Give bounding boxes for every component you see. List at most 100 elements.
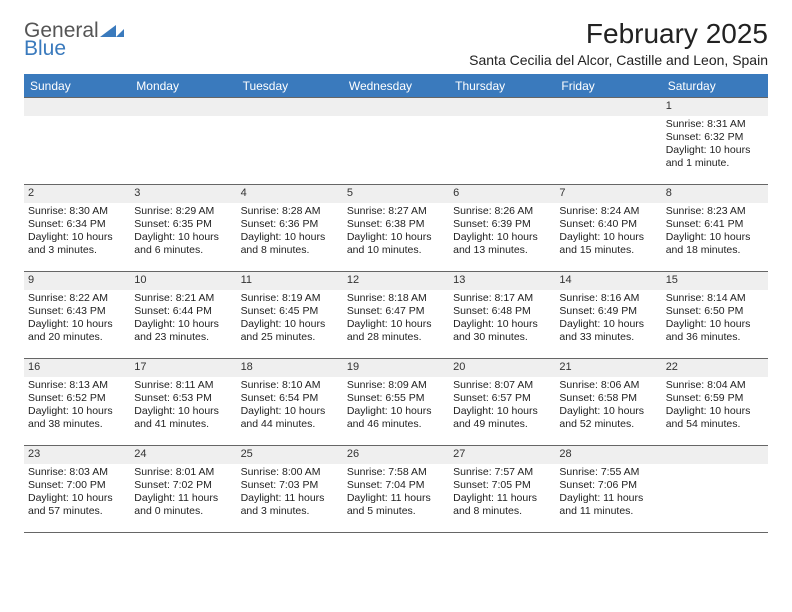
- day-details: Sunrise: 8:18 AM Sunset: 6:47 PM Dayligh…: [347, 292, 445, 345]
- day-number: 18: [237, 359, 343, 377]
- day-cell: 2 Sunrise: 8:30 AM Sunset: 6:34 PM Daylig…: [24, 185, 130, 271]
- day-details: Sunrise: 8:31 AM Sunset: 6:32 PM Dayligh…: [666, 118, 764, 171]
- day-number: 20: [449, 359, 555, 377]
- day-cell: 26 Sunrise: 7:58 AM Sunset: 7:04 PM Dayli…: [343, 446, 449, 532]
- day-number: 16: [24, 359, 130, 377]
- day-cell: [24, 98, 130, 184]
- day-details: Sunrise: 8:28 AM Sunset: 6:36 PM Dayligh…: [241, 205, 339, 258]
- day-details: Sunrise: 8:17 AM Sunset: 6:48 PM Dayligh…: [453, 292, 551, 345]
- logo: General Blue: [24, 18, 124, 59]
- day-details: Sunrise: 8:07 AM Sunset: 6:57 PM Dayligh…: [453, 379, 551, 432]
- day-details: Sunrise: 8:00 AM Sunset: 7:03 PM Dayligh…: [241, 466, 339, 519]
- day-number: [130, 98, 236, 116]
- day-number: 17: [130, 359, 236, 377]
- day-header: Thursday: [449, 75, 555, 97]
- day-number: 28: [555, 446, 661, 464]
- title-block: February 2025 Santa Cecilia del Alcor, C…: [469, 18, 768, 68]
- day-number: 11: [237, 272, 343, 290]
- day-cell: 19 Sunrise: 8:09 AM Sunset: 6:55 PM Dayli…: [343, 359, 449, 445]
- day-cell: 21Sunrise: 8:06 AM Sunset: 6:58 PM Dayli…: [555, 359, 661, 445]
- day-cell: [449, 98, 555, 184]
- day-number: [449, 98, 555, 116]
- day-number: [555, 98, 661, 116]
- day-number: 22: [662, 359, 768, 377]
- day-cell: [662, 446, 768, 532]
- day-cell: 28 Sunrise: 7:55 AM Sunset: 7:06 PM Dayli…: [555, 446, 661, 532]
- logo-triangle-icon: [100, 25, 116, 37]
- day-details: Sunrise: 7:57 AM Sunset: 7:05 PM Dayligh…: [453, 466, 551, 519]
- day-number: 25: [237, 446, 343, 464]
- day-number: 21: [555, 359, 661, 377]
- day-number: 19: [343, 359, 449, 377]
- day-number: 4: [237, 185, 343, 203]
- day-cell: 24Sunrise: 8:01 AM Sunset: 7:02 PM Dayli…: [130, 446, 236, 532]
- day-number: 27: [449, 446, 555, 464]
- day-details: Sunrise: 8:26 AM Sunset: 6:39 PM Dayligh…: [453, 205, 551, 258]
- week-row: 23Sunrise: 8:03 AM Sunset: 7:00 PM Dayli…: [24, 445, 768, 532]
- day-details: Sunrise: 7:55 AM Sunset: 7:06 PM Dayligh…: [559, 466, 657, 519]
- day-header: Wednesday: [343, 75, 449, 97]
- day-details: Sunrise: 8:23 AM Sunset: 6:41 PM Dayligh…: [666, 205, 764, 258]
- day-cell: 16 Sunrise: 8:13 AM Sunset: 6:52 PM Dayli…: [24, 359, 130, 445]
- day-cell: 4 Sunrise: 8:28 AM Sunset: 6:36 PM Daylig…: [237, 185, 343, 271]
- day-details: Sunrise: 8:21 AM Sunset: 6:44 PM Dayligh…: [134, 292, 232, 345]
- day-cell: 27 Sunrise: 7:57 AM Sunset: 7:05 PM Dayli…: [449, 446, 555, 532]
- day-cell: 13 Sunrise: 8:17 AM Sunset: 6:48 PM Dayli…: [449, 272, 555, 358]
- day-number: 13: [449, 272, 555, 290]
- day-details: Sunrise: 8:01 AM Sunset: 7:02 PM Dayligh…: [134, 466, 232, 519]
- day-details: Sunrise: 8:09 AM Sunset: 6:55 PM Dayligh…: [347, 379, 445, 432]
- calendar-bottom-rule: [24, 532, 768, 533]
- day-details: Sunrise: 8:29 AM Sunset: 6:35 PM Dayligh…: [134, 205, 232, 258]
- day-number: 2: [24, 185, 130, 203]
- day-details: Sunrise: 8:04 AM Sunset: 6:59 PM Dayligh…: [666, 379, 764, 432]
- day-cell: 10 Sunrise: 8:21 AM Sunset: 6:44 PM Dayli…: [130, 272, 236, 358]
- day-details: Sunrise: 8:24 AM Sunset: 6:40 PM Dayligh…: [559, 205, 657, 258]
- day-number: 14: [555, 272, 661, 290]
- day-cell: [343, 98, 449, 184]
- day-number: 5: [343, 185, 449, 203]
- day-header: Sunday: [24, 75, 130, 97]
- day-number: 3: [130, 185, 236, 203]
- day-number: [237, 98, 343, 116]
- day-details: Sunrise: 8:03 AM Sunset: 7:00 PM Dayligh…: [28, 466, 126, 519]
- day-number: [343, 98, 449, 116]
- day-cell: 5 Sunrise: 8:27 AM Sunset: 6:38 PM Daylig…: [343, 185, 449, 271]
- day-details: Sunrise: 7:58 AM Sunset: 7:04 PM Dayligh…: [347, 466, 445, 519]
- day-number: 10: [130, 272, 236, 290]
- day-details: Sunrise: 8:14 AM Sunset: 6:50 PM Dayligh…: [666, 292, 764, 345]
- day-cell: 1 Sunrise: 8:31 AM Sunset: 6:32 PM Daylig…: [662, 98, 768, 184]
- day-details: Sunrise: 8:30 AM Sunset: 6:34 PM Dayligh…: [28, 205, 126, 258]
- week-row: 16 Sunrise: 8:13 AM Sunset: 6:52 PM Dayli…: [24, 358, 768, 445]
- day-number: 6: [449, 185, 555, 203]
- day-cell: [237, 98, 343, 184]
- day-cell: 12 Sunrise: 8:18 AM Sunset: 6:47 PM Dayli…: [343, 272, 449, 358]
- page-header: General Blue February 2025 Santa Cecilia…: [24, 18, 768, 68]
- day-cell: 6 Sunrise: 8:26 AM Sunset: 6:39 PM Daylig…: [449, 185, 555, 271]
- calendar-body: 1 Sunrise: 8:31 AM Sunset: 6:32 PM Daylig…: [24, 97, 768, 532]
- day-number: [24, 98, 130, 116]
- day-number: 26: [343, 446, 449, 464]
- calendar-header-row: Sunday Monday Tuesday Wednesday Thursday…: [24, 74, 768, 97]
- day-cell: 23Sunrise: 8:03 AM Sunset: 7:00 PM Dayli…: [24, 446, 130, 532]
- day-cell: 11 Sunrise: 8:19 AM Sunset: 6:45 PM Dayli…: [237, 272, 343, 358]
- day-cell: 15Sunrise: 8:14 AM Sunset: 6:50 PM Dayli…: [662, 272, 768, 358]
- day-cell: 17Sunrise: 8:11 AM Sunset: 6:53 PM Dayli…: [130, 359, 236, 445]
- day-details: Sunrise: 8:27 AM Sunset: 6:38 PM Dayligh…: [347, 205, 445, 258]
- day-cell: 22 Sunrise: 8:04 AM Sunset: 6:59 PM Dayli…: [662, 359, 768, 445]
- day-number: 1: [662, 98, 768, 116]
- day-cell: 25 Sunrise: 8:00 AM Sunset: 7:03 PM Dayli…: [237, 446, 343, 532]
- location-subtitle: Santa Cecilia del Alcor, Castille and Le…: [469, 52, 768, 68]
- day-header: Monday: [130, 75, 236, 97]
- day-header: Saturday: [662, 75, 768, 97]
- day-details: Sunrise: 8:16 AM Sunset: 6:49 PM Dayligh…: [559, 292, 657, 345]
- day-details: Sunrise: 8:19 AM Sunset: 6:45 PM Dayligh…: [241, 292, 339, 345]
- day-cell: 14 Sunrise: 8:16 AM Sunset: 6:49 PM Dayli…: [555, 272, 661, 358]
- logo-line2: Blue: [24, 37, 66, 60]
- week-row: 1 Sunrise: 8:31 AM Sunset: 6:32 PM Daylig…: [24, 97, 768, 184]
- day-details: Sunrise: 8:22 AM Sunset: 6:43 PM Dayligh…: [28, 292, 126, 345]
- day-cell: 9Sunrise: 8:22 AM Sunset: 6:43 PM Daylig…: [24, 272, 130, 358]
- day-details: Sunrise: 8:13 AM Sunset: 6:52 PM Dayligh…: [28, 379, 126, 432]
- week-row: 9Sunrise: 8:22 AM Sunset: 6:43 PM Daylig…: [24, 271, 768, 358]
- day-number: [662, 446, 768, 464]
- day-number: 12: [343, 272, 449, 290]
